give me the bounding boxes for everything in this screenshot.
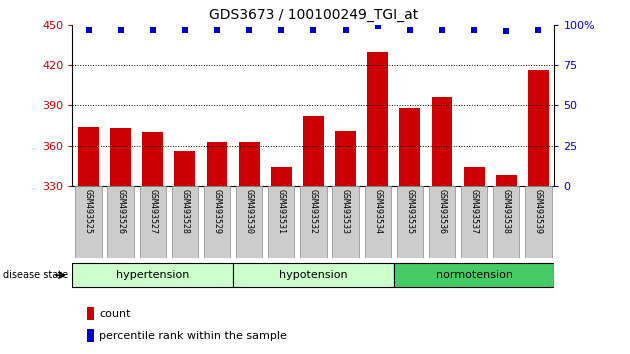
Point — [437, 27, 447, 33]
Text: normotension: normotension — [435, 270, 513, 280]
Bar — [172, 186, 198, 258]
Bar — [303, 116, 324, 186]
Point — [180, 27, 190, 33]
Text: percentile rank within the sample: percentile rank within the sample — [99, 331, 287, 341]
Bar — [236, 186, 262, 258]
Point — [212, 27, 222, 33]
Text: GSM493525: GSM493525 — [84, 189, 93, 234]
Bar — [432, 97, 452, 186]
Title: GDS3673 / 100100249_TGI_at: GDS3673 / 100100249_TGI_at — [209, 8, 418, 22]
Bar — [397, 186, 423, 258]
Bar — [394, 263, 554, 287]
Point — [83, 27, 94, 33]
Bar — [399, 108, 420, 186]
Text: GSM493532: GSM493532 — [309, 189, 318, 234]
Text: GSM493527: GSM493527 — [148, 189, 158, 234]
Bar — [207, 142, 227, 186]
Bar — [239, 142, 260, 186]
Point — [340, 27, 350, 33]
Bar — [429, 186, 455, 258]
Bar — [496, 175, 517, 186]
Text: GSM493528: GSM493528 — [180, 189, 190, 234]
Text: GSM493534: GSM493534 — [373, 189, 382, 234]
Text: hypotension: hypotension — [279, 270, 348, 280]
Bar — [333, 186, 358, 258]
Point — [469, 27, 479, 33]
Bar — [87, 330, 94, 342]
Bar — [72, 263, 233, 287]
Point — [147, 27, 158, 33]
Text: GSM493536: GSM493536 — [437, 189, 447, 234]
Bar — [528, 70, 549, 186]
Point — [116, 27, 126, 33]
Text: GSM493539: GSM493539 — [534, 189, 543, 234]
Text: GSM493533: GSM493533 — [341, 189, 350, 234]
Point — [276, 27, 286, 33]
Text: GSM493526: GSM493526 — [116, 189, 125, 234]
Text: GSM493531: GSM493531 — [277, 189, 286, 234]
Bar — [335, 131, 356, 186]
Bar — [301, 186, 326, 258]
Point — [308, 27, 318, 33]
Point — [404, 27, 415, 33]
Bar — [142, 132, 163, 186]
Bar — [140, 186, 166, 258]
Text: count: count — [99, 309, 130, 319]
Point — [533, 27, 543, 33]
Text: GSM493530: GSM493530 — [244, 189, 254, 234]
Text: GSM493538: GSM493538 — [501, 189, 511, 234]
Bar — [78, 127, 99, 186]
Bar — [87, 307, 94, 320]
Bar — [525, 186, 551, 258]
Bar — [461, 186, 487, 258]
Text: GSM493529: GSM493529 — [212, 189, 222, 234]
Bar — [493, 186, 519, 258]
Bar — [233, 263, 394, 287]
Point — [244, 27, 254, 33]
Bar — [271, 167, 292, 186]
Bar — [365, 186, 391, 258]
Bar — [76, 186, 101, 258]
Bar — [464, 167, 484, 186]
Bar — [110, 128, 131, 186]
Text: GSM493537: GSM493537 — [469, 189, 479, 234]
Text: GSM493535: GSM493535 — [405, 189, 415, 234]
Bar — [108, 186, 134, 258]
Bar — [367, 52, 388, 186]
Text: hypertension: hypertension — [116, 270, 190, 280]
Bar — [268, 186, 294, 258]
Bar — [175, 151, 195, 186]
Bar — [204, 186, 230, 258]
Point — [372, 24, 382, 29]
Text: disease state: disease state — [3, 270, 68, 280]
Point — [501, 28, 511, 34]
